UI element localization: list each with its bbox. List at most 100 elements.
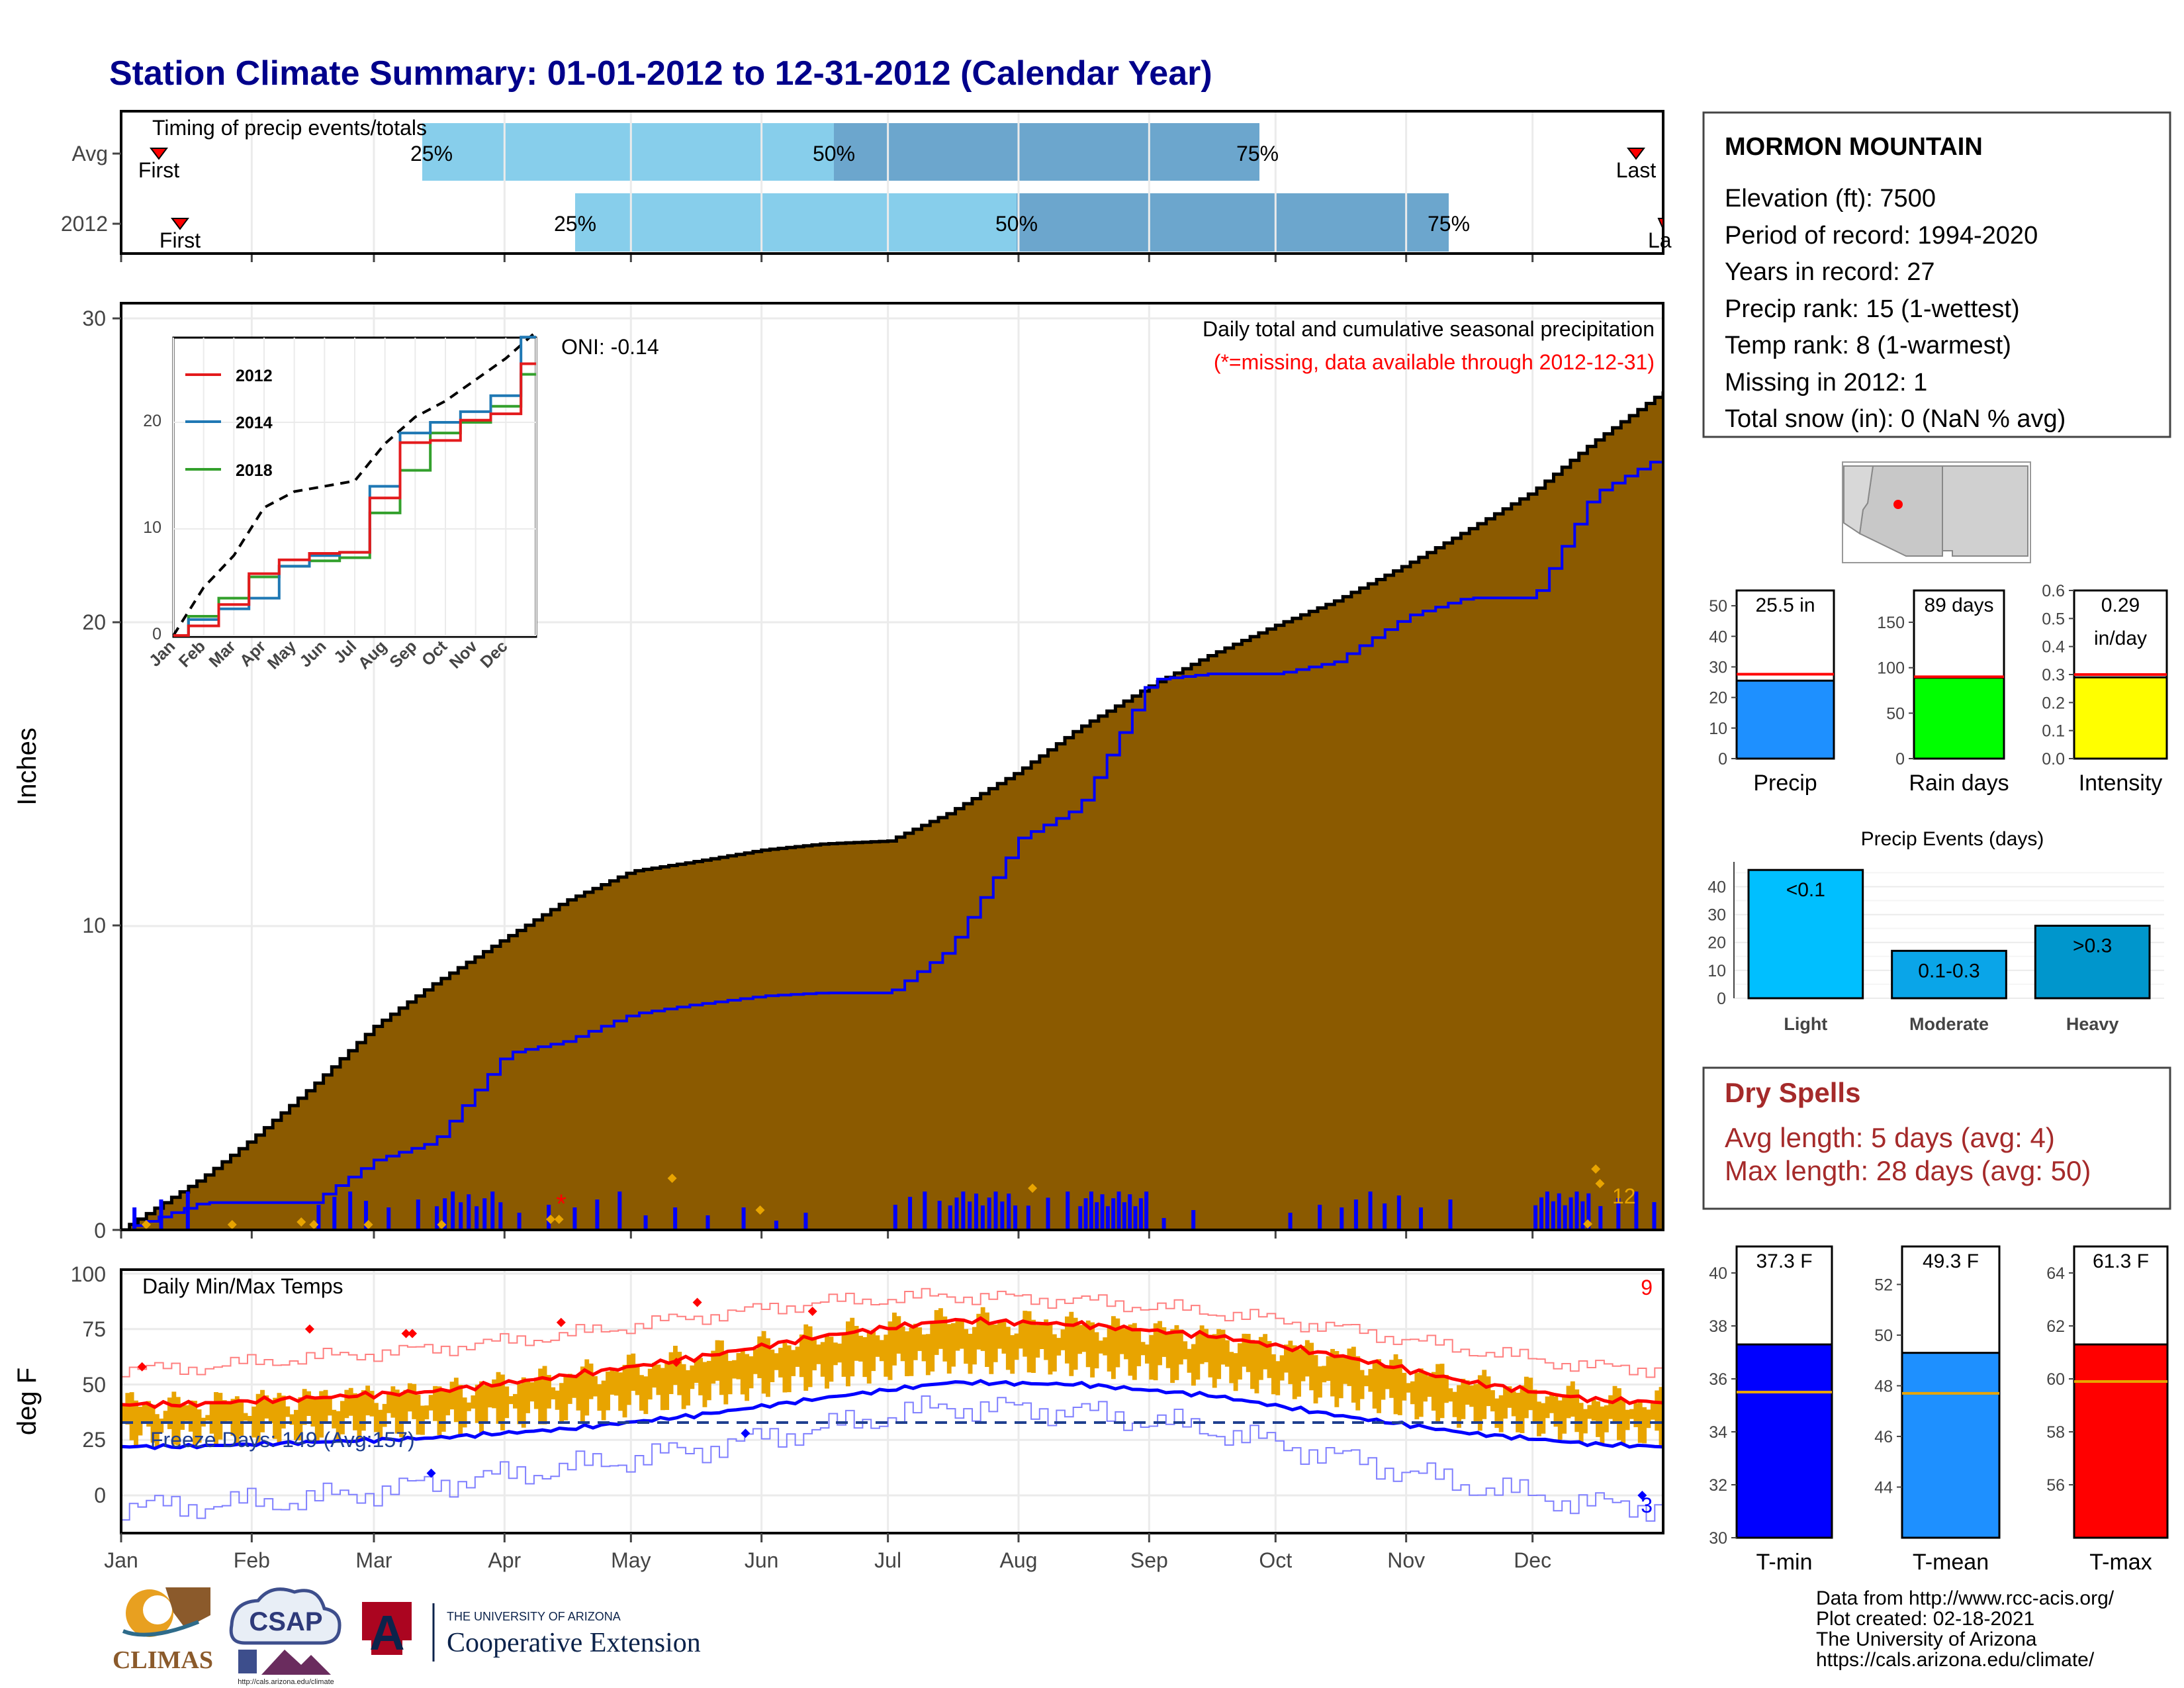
inset-max-line <box>172 330 537 637</box>
tmin-summary-value: 37.3 F <box>1756 1250 1812 1272</box>
daily-precip-bar <box>893 1205 897 1230</box>
first-marker-avg <box>150 148 168 160</box>
timing-bar-2012-b <box>1017 193 1449 252</box>
climas-sun-inner <box>143 1595 172 1624</box>
timing-frame <box>120 110 1664 255</box>
daily-precip-bar <box>1111 1198 1116 1230</box>
intensity-summary-bar <box>2073 676 2168 760</box>
timing-panel <box>422 123 1449 252</box>
record-marker <box>755 1205 765 1215</box>
tmin-summary-ytick: 30 <box>1709 1529 1727 1548</box>
precip-summary-ytick: 20 <box>1709 689 1727 708</box>
inset-month-label: Nov <box>446 637 481 672</box>
events-ytick: 40 <box>1707 878 1726 896</box>
daily-precip-bar <box>741 1207 746 1230</box>
csap-cloud <box>229 1587 341 1645</box>
temp-summary-bars: 30 32 34 36 38 40 37.3 F T-min 44 46 48 50 52 49.3 F T… <box>1709 1245 2169 1575</box>
events-title: Precip Events (days) <box>1861 828 2044 850</box>
daily-precip-bar <box>1340 1207 1344 1230</box>
precip-summary-bar <box>1735 679 1835 760</box>
precip-plot <box>121 391 1663 1230</box>
daily-precip-bar <box>705 1215 710 1230</box>
month-label: Apr <box>488 1548 521 1572</box>
events-category-label: Heavy <box>2066 1014 2119 1034</box>
timing-title: Timing of precip events/totals <box>152 116 427 140</box>
precip-summary: 0 10 20 30 40 50 25.5 in Precip <box>1709 589 1835 796</box>
first-marker-2012 <box>171 218 189 230</box>
daily-precip-bar <box>1066 1192 1070 1230</box>
timing-avg-50: 50% <box>813 142 855 165</box>
ua-logo: A THE UNIVERSITY OF ARIZONA Cooperative … <box>362 1602 701 1662</box>
daily-precip-bar <box>974 1194 979 1230</box>
tmin-summary-ytick: 34 <box>1709 1423 1727 1442</box>
daily-precip-bar <box>572 1207 577 1230</box>
daily-precip-bar <box>132 1207 137 1230</box>
daily-precip-bar <box>482 1198 487 1230</box>
daily-precip-bar <box>467 1194 471 1230</box>
events-bar-label: 0.1-0.3 <box>1918 960 1979 982</box>
daily-precip-bar <box>451 1192 455 1230</box>
timing-2012-25: 25% <box>554 212 596 236</box>
intensity-summary-value: 0.29 <box>2101 594 2140 616</box>
month-label: Feb <box>234 1548 270 1572</box>
first-label-2012: First <box>159 228 201 252</box>
month-label: Oct <box>1259 1548 1292 1572</box>
map-new-mexico <box>1942 465 2028 557</box>
month-label: Sep <box>1130 1548 1168 1572</box>
footer-line-1: Plot created: 02-18-2021 <box>1816 1608 2034 1630</box>
record-marker <box>309 1220 319 1229</box>
precip-ytick-20: 20 <box>82 610 106 634</box>
tmean-summary-ytick: 46 <box>1874 1428 1893 1446</box>
record-marker <box>1028 1184 1038 1193</box>
daily-precip-bar <box>1105 1206 1110 1230</box>
tmean-summary-bar <box>1901 1352 2001 1539</box>
events-ytick: 30 <box>1707 906 1726 925</box>
tmean-summary-ytick: 48 <box>1874 1377 1893 1395</box>
daily-precip-bar <box>1539 1197 1544 1230</box>
temp-record-markers <box>137 1297 1647 1500</box>
precip-ylabel: Inches <box>13 727 42 806</box>
temp-record-max-marker <box>807 1306 817 1316</box>
missing-asterisk: * <box>556 1190 567 1219</box>
daily-precip-bar <box>1652 1202 1657 1230</box>
location-map <box>1842 461 2031 563</box>
record-marker <box>296 1217 306 1227</box>
daily-precip-bar <box>1078 1206 1083 1230</box>
inset-ytick-0: 0 <box>152 625 161 643</box>
daily-precip-bar <box>1574 1192 1579 1230</box>
daily-precip-bar <box>1396 1196 1401 1230</box>
intensity-summary-ytick: 0.3 <box>2042 666 2065 684</box>
station-line-5: Missing in 2012: 1 <box>1725 369 1927 397</box>
temp-ytick-100: 100 <box>71 1262 106 1286</box>
daily-precip-bar <box>1586 1193 1591 1230</box>
daily-precip-bar <box>908 1197 913 1230</box>
daily-precip-bar <box>980 1205 985 1230</box>
inset-legend-2012: 2012 <box>236 367 273 385</box>
precip-summary-ytick: 50 <box>1709 597 1727 616</box>
inset-chart: 2012 2014 2018 0 10 20 JanFebMarAprMayJu… <box>143 330 537 673</box>
daily-precip-bar <box>517 1213 522 1230</box>
daily-precip-bar <box>1128 1194 1132 1230</box>
temp-record-max-marker <box>556 1317 566 1327</box>
tmax-summary: 56 58 60 62 64 61.3 F T-max <box>2046 1245 2169 1575</box>
ua-shield <box>362 1602 412 1655</box>
daily-precip-bar <box>643 1215 648 1230</box>
daily-precip-bar <box>443 1198 447 1230</box>
events-bar-light <box>1747 868 1864 1000</box>
daily-precip-bar <box>1100 1194 1105 1230</box>
footer-line-0: Data from http://www.rcc-acis.org/ <box>1816 1587 2115 1609</box>
daily-precip-bar <box>954 1197 959 1230</box>
page-title: Station Climate Summary: 01-01-2012 to 1… <box>109 54 1212 93</box>
daily-precip-bar <box>1000 1201 1005 1230</box>
station-name: MORMON MOUNTAIN <box>1725 133 1983 161</box>
intensity-summary-ytick: 0.2 <box>2042 694 2065 712</box>
precip-summary-ytick: 0 <box>1718 750 1727 769</box>
daily-precip-bar <box>1580 1201 1585 1230</box>
temp-min-count: 3 <box>1641 1493 1653 1517</box>
intensity-summary-ytick: 0.4 <box>2042 638 2065 657</box>
inset-month-label: Jul <box>330 637 360 667</box>
climas-text: CLIMAS <box>113 1646 213 1674</box>
daily-precip-bar <box>1616 1198 1621 1230</box>
ua-letter: A <box>369 1605 404 1660</box>
ua-small-text: THE UNIVERSITY OF ARIZONA <box>447 1610 621 1623</box>
